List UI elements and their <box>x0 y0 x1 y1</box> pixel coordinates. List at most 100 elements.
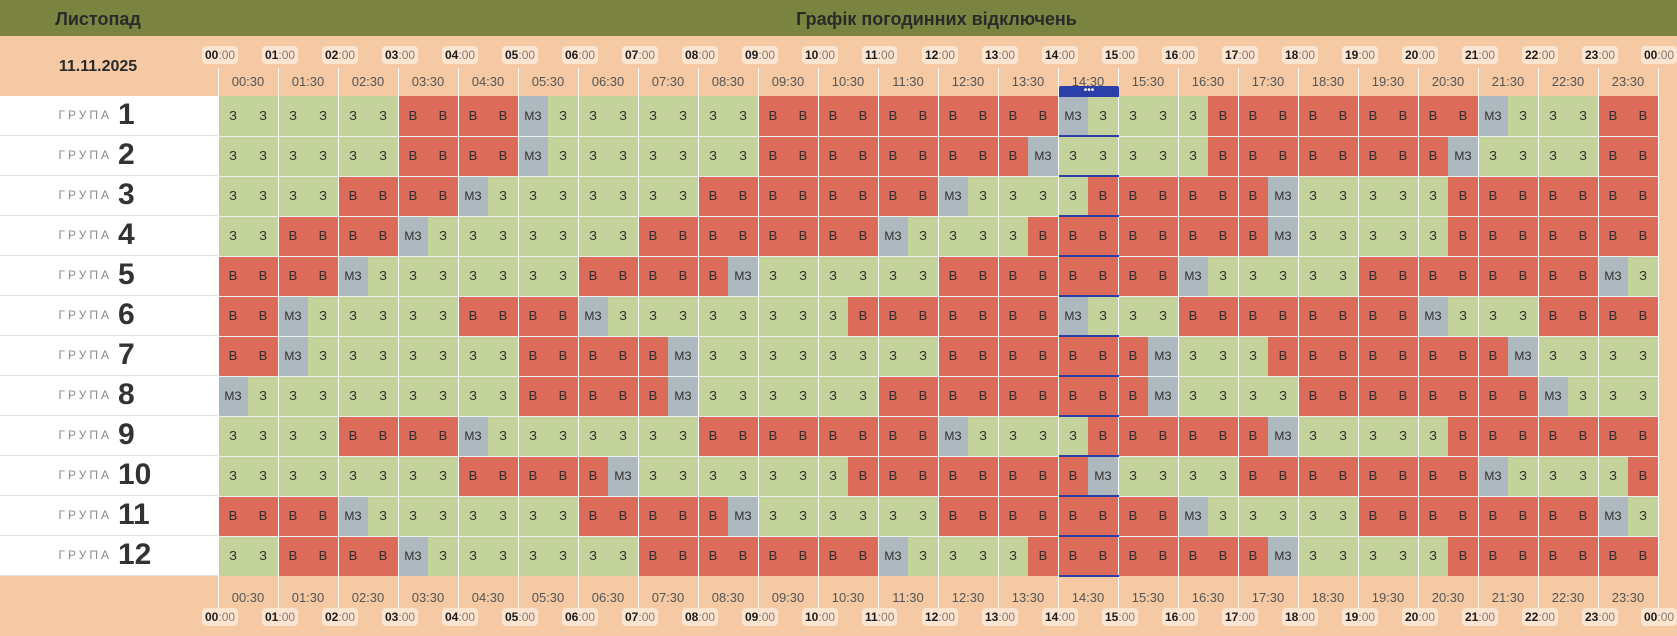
top-hour-label: 01:00 <box>262 46 299 64</box>
schedule-cell: В <box>698 416 728 456</box>
current-time-line <box>1059 575 1119 577</box>
schedule-cell: В <box>1238 216 1268 256</box>
hour-tick <box>1478 68 1479 96</box>
schedule-cell: МЗ <box>1598 256 1628 296</box>
row-divider <box>218 376 1658 377</box>
schedule-cell: З <box>818 376 848 416</box>
schedule-cell: В <box>788 416 818 456</box>
schedule-cell: В <box>848 136 878 176</box>
schedule-cell: В <box>1238 296 1268 336</box>
schedule-cell: МЗ <box>1478 96 1508 136</box>
schedule-cell: В <box>908 376 938 416</box>
schedule-cell: З <box>1388 216 1418 256</box>
group-row-label: ГРУПА 2 <box>0 136 218 176</box>
hour-number: 20 <box>1405 48 1419 62</box>
schedule-cell: З <box>668 136 698 176</box>
schedule-cell: З <box>1178 96 1208 136</box>
schedule-cell: В <box>638 496 668 536</box>
schedule-cell: В <box>1088 176 1118 216</box>
schedule-cell: В <box>1088 216 1118 256</box>
schedule-cell: МЗ <box>668 376 698 416</box>
schedule-cell: В <box>1418 96 1448 136</box>
schedule-cell: В <box>1058 256 1088 296</box>
schedule-cell: В <box>1448 456 1478 496</box>
schedule-cell: З <box>578 136 608 176</box>
group-word: ГРУПА <box>58 428 112 442</box>
month-title: Листопад <box>55 9 141 29</box>
schedule-cell: В <box>1568 256 1598 296</box>
top-hour-label: 23:00 <box>1582 46 1619 64</box>
schedule-cell: В <box>938 136 968 176</box>
schedule-cell: В <box>908 296 938 336</box>
current-time-line <box>1059 375 1119 377</box>
schedule-cell: З <box>1628 336 1658 376</box>
schedule-cell: В <box>1238 96 1268 136</box>
schedule-cell: З <box>518 416 548 456</box>
hour-tick <box>518 576 519 608</box>
hour-tick <box>578 576 579 608</box>
schedule-cell: З <box>1568 336 1598 376</box>
schedule-cell: В <box>218 496 248 536</box>
schedule-cell: З <box>308 456 338 496</box>
schedule-cell: З <box>308 176 338 216</box>
schedule-cell: З <box>758 336 788 376</box>
hour-suffix: :00 <box>278 610 296 624</box>
schedule-cell: В <box>1448 216 1478 256</box>
hour-tick <box>1358 576 1359 608</box>
schedule-cell: В <box>968 136 998 176</box>
bottom-half-hour-label: 03:30 <box>411 590 445 605</box>
group-number: 5 <box>118 258 135 291</box>
hour-tick <box>818 576 819 608</box>
schedule-cell: З <box>1118 96 1148 136</box>
schedule-cell: В <box>638 336 668 376</box>
current-time-line <box>1059 535 1119 537</box>
schedule-cell: З <box>1628 256 1658 296</box>
schedule-cell: В <box>1088 496 1118 536</box>
schedule-cell: З <box>428 216 458 256</box>
bottom-half-hour-label: 10:30 <box>831 590 865 605</box>
hour-number: 14 <box>1045 48 1059 62</box>
schedule-cell: В <box>1328 136 1358 176</box>
schedule-cell: В <box>1178 176 1208 216</box>
schedule-cell: В <box>1208 416 1238 456</box>
schedule-cell: В <box>608 496 638 536</box>
schedule-cell: В <box>968 96 998 136</box>
schedule-cell: В <box>1298 296 1328 336</box>
group-row-label: ГРУПА 10 <box>0 456 218 496</box>
schedule-cell: В <box>398 176 428 216</box>
schedule-cell: В <box>578 456 608 496</box>
schedule-cell: МЗ <box>218 376 248 416</box>
current-time-line <box>1059 135 1119 137</box>
schedule-cell: В <box>1568 296 1598 336</box>
hour-suffix: :00 <box>1298 48 1316 62</box>
top-half-hour-label: 15:30 <box>1131 74 1165 89</box>
schedule-cell: В <box>458 136 488 176</box>
schedule-cell: З <box>278 96 308 136</box>
schedule-cell: В <box>1298 136 1328 176</box>
schedule-cell: МЗ <box>728 256 758 296</box>
schedule-cell: В <box>728 416 758 456</box>
hour-number: 23 <box>1585 610 1599 624</box>
hour-tick <box>458 68 459 96</box>
schedule-cell: З <box>788 456 818 496</box>
schedule-cell: З <box>908 536 938 576</box>
hour-tick <box>1298 68 1299 96</box>
schedule-cell: В <box>1448 376 1478 416</box>
schedule-cell: В <box>1598 96 1628 136</box>
top-half-hour-label: 10:30 <box>831 74 865 89</box>
schedule-cell: В <box>488 296 518 336</box>
schedule-cell: З <box>1268 256 1298 296</box>
schedule-cell: З <box>1478 296 1508 336</box>
schedule-cell: В <box>818 416 848 456</box>
schedule-cell: В <box>1268 336 1298 376</box>
schedule-cell: В <box>308 496 338 536</box>
schedule-cell: В <box>638 536 668 576</box>
schedule-cell: В <box>1358 496 1388 536</box>
hour-suffix: :00 <box>1598 48 1616 62</box>
schedule-cell: З <box>1508 136 1538 176</box>
schedule-cell: З <box>458 256 488 296</box>
schedule-cell: З <box>1328 216 1358 256</box>
top-hour-label: 09:00 <box>742 46 779 64</box>
schedule-cell: З <box>1418 216 1448 256</box>
schedule-cell: В <box>1598 176 1628 216</box>
